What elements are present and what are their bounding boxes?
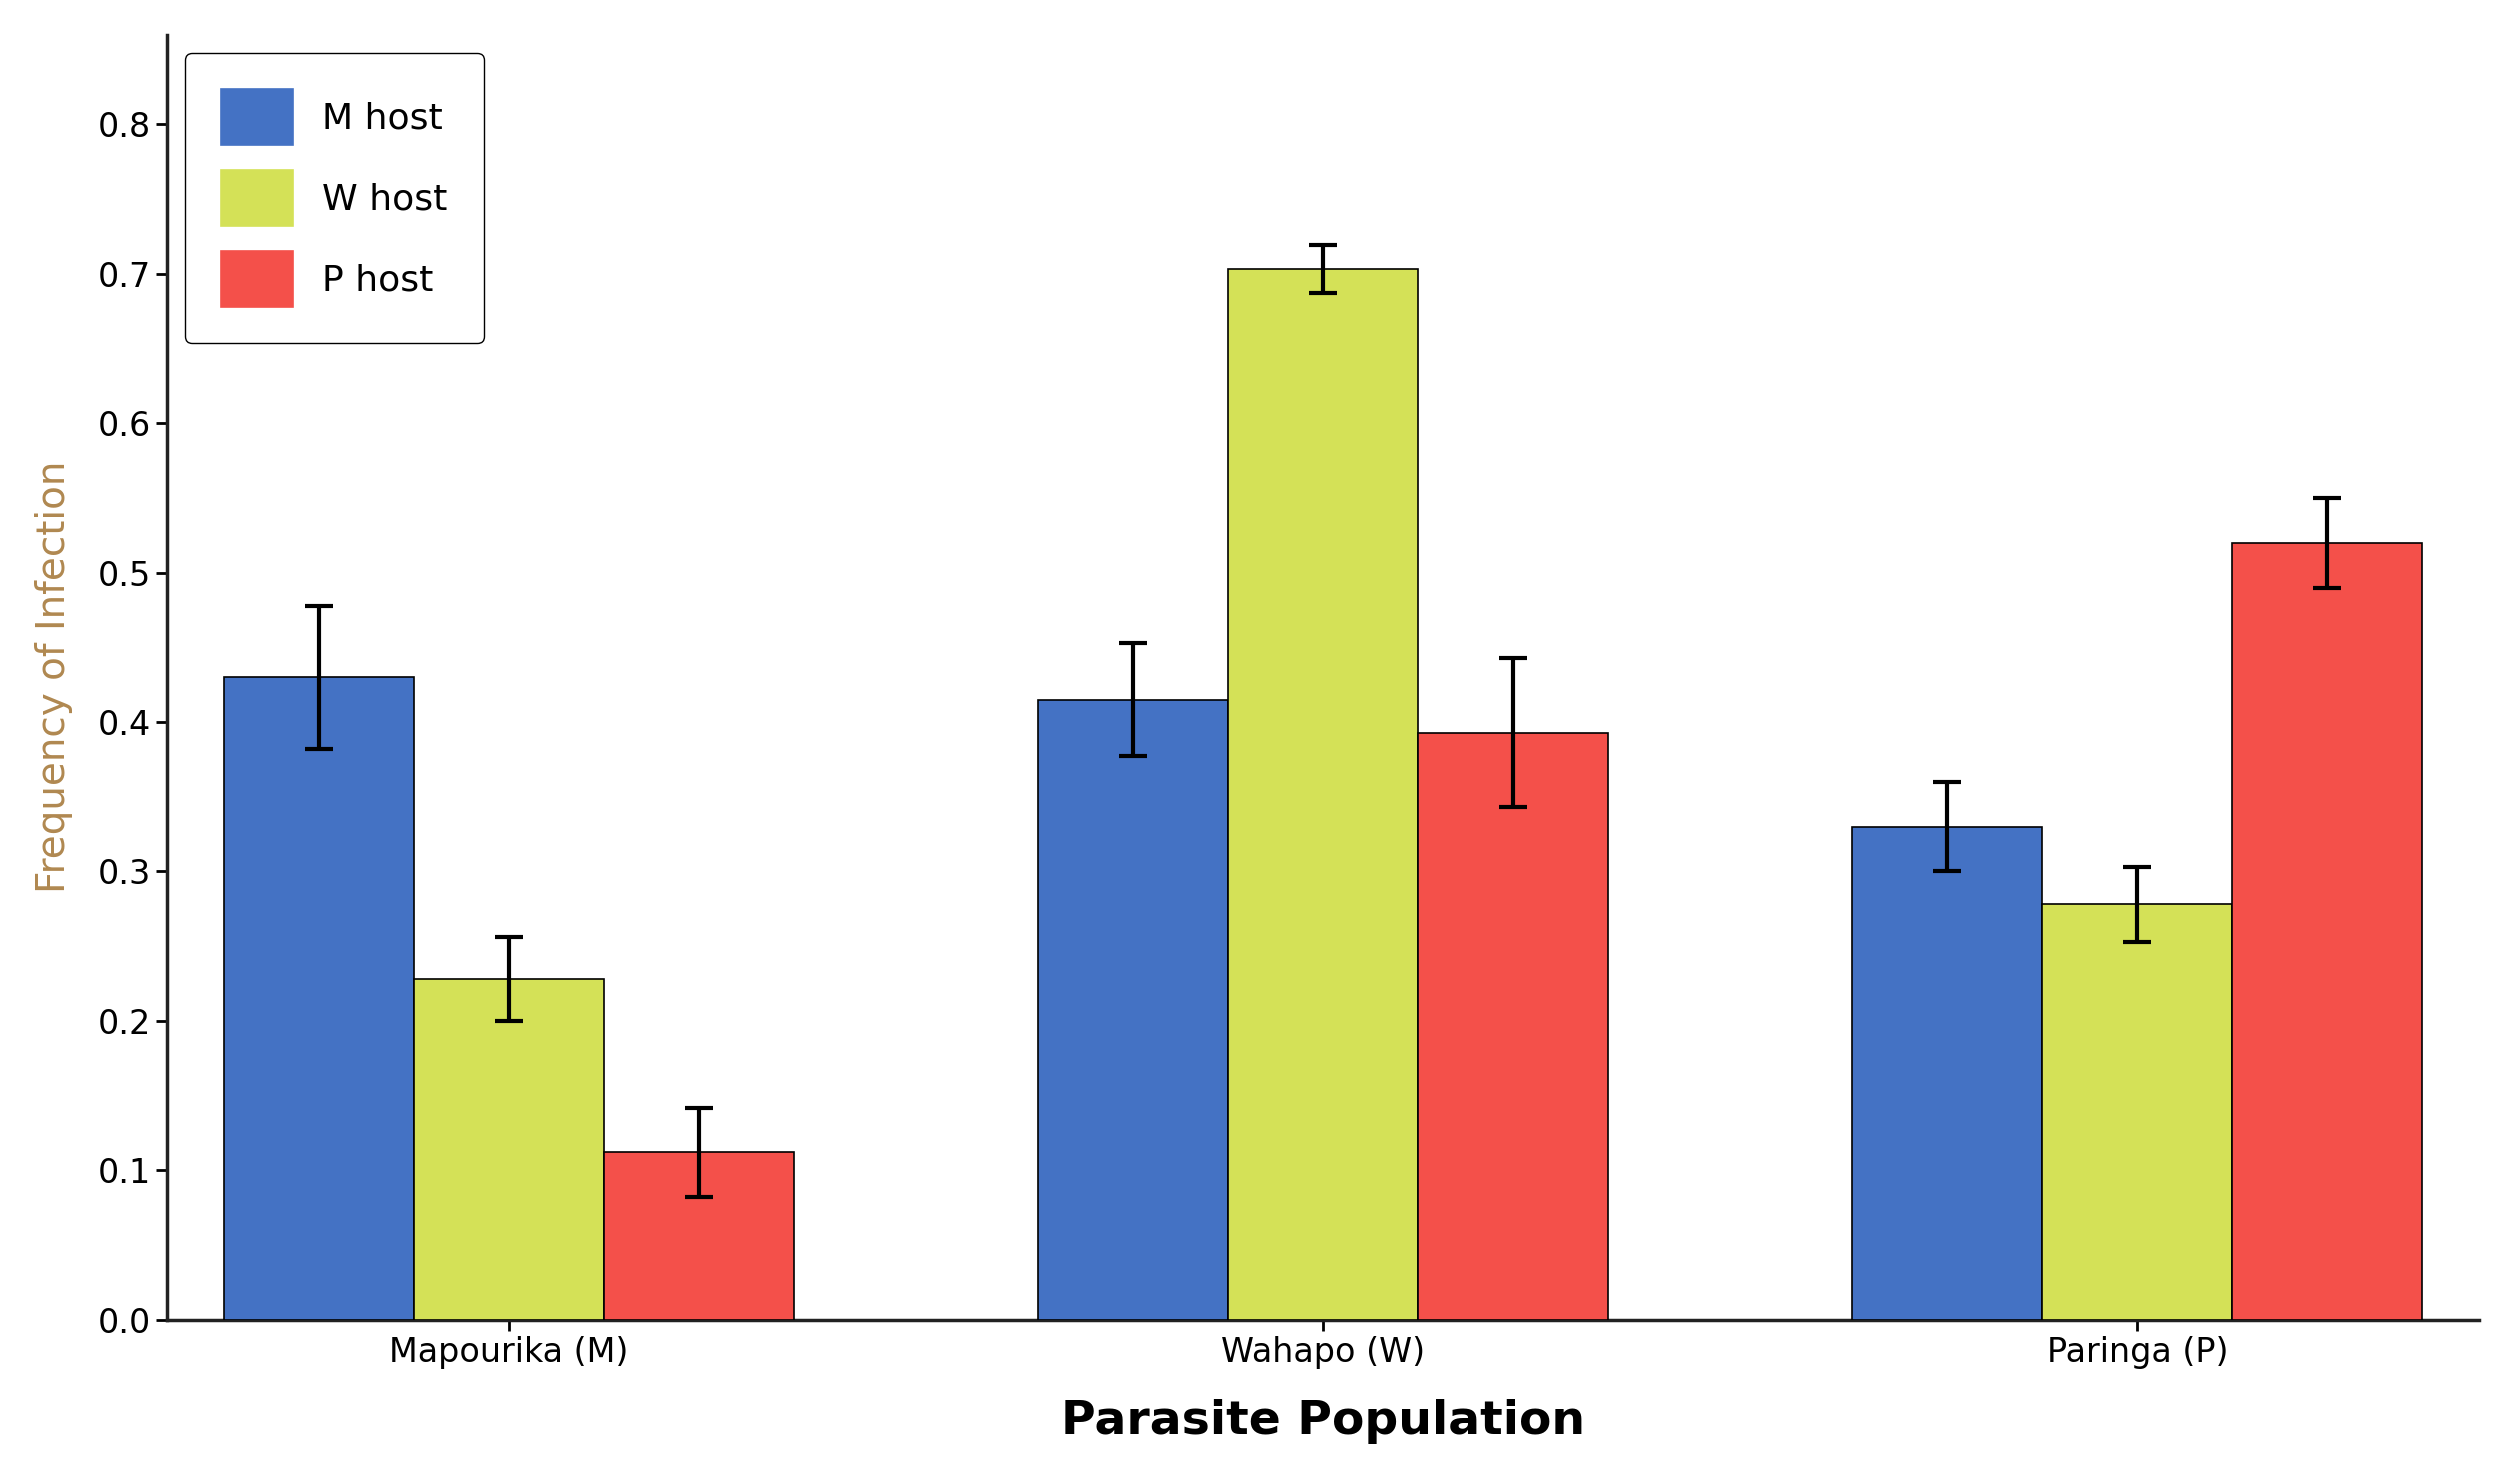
- Bar: [224, 677, 415, 1319]
- Y-axis label: Frequency of Infection: Frequency of Infection: [35, 461, 73, 893]
- Bar: [415, 979, 603, 1319]
- Bar: [2041, 904, 2232, 1319]
- Bar: [2232, 543, 2423, 1319]
- Legend: M host, W host, P host: M host, W host, P host: [186, 53, 483, 343]
- X-axis label: Parasite Population: Parasite Population: [1061, 1399, 1586, 1445]
- Bar: [603, 1152, 794, 1319]
- Bar: [1418, 732, 1609, 1319]
- Bar: [1853, 827, 2041, 1319]
- Bar: [1038, 700, 1229, 1319]
- Bar: [1229, 269, 1418, 1319]
